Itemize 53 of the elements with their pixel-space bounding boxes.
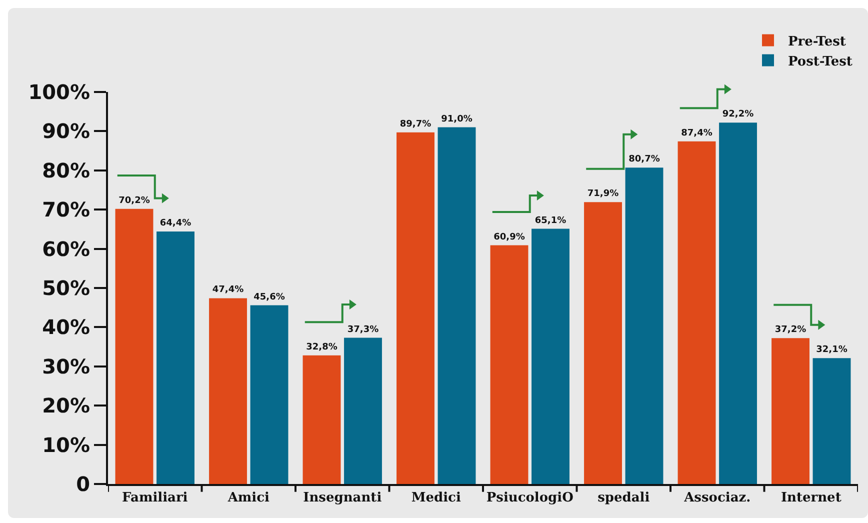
y-tick-label: 100% — [28, 80, 90, 104]
data-label: 47,4% — [212, 285, 244, 296]
bar — [812, 358, 851, 484]
legend-label: Post-Test — [788, 54, 852, 70]
bar — [115, 208, 154, 484]
bar — [250, 305, 288, 484]
y-tick-label: 10% — [42, 432, 90, 457]
x-tick-label: Associaz. — [683, 490, 751, 506]
data-label: 89,7% — [400, 119, 432, 130]
y-tick-label: 0 — [76, 472, 90, 496]
x-tick-label: Familiari — [122, 490, 188, 506]
bar — [438, 127, 476, 484]
bar — [156, 232, 194, 484]
y-tick-label: 20% — [42, 394, 90, 418]
data-label: 64,4% — [160, 218, 192, 229]
y-tick-label: 60% — [42, 236, 90, 261]
data-label: 37,2% — [774, 325, 806, 336]
data-label: 45,6% — [254, 292, 285, 302]
y-tick-label: 50% — [42, 276, 90, 300]
bar — [344, 338, 382, 484]
data-label: 91,0% — [441, 114, 472, 124]
bar — [719, 122, 757, 484]
data-label: 80,7% — [628, 154, 660, 165]
data-label: 71,9% — [587, 189, 619, 200]
data-label: 32,1% — [816, 345, 848, 356]
data-label: 32,8% — [306, 342, 338, 352]
data-label: 70,2% — [118, 196, 150, 206]
data-label: 60,9% — [494, 232, 525, 242]
data-label: 65,1% — [534, 216, 566, 226]
bar — [772, 338, 810, 484]
bar — [678, 141, 716, 484]
bar — [396, 132, 434, 484]
bar — [584, 202, 622, 484]
bar — [302, 355, 341, 484]
bar — [490, 245, 528, 484]
x-tick-label: spedali — [598, 490, 650, 506]
y-tick-label: 40% — [42, 315, 90, 340]
bar — [625, 168, 664, 484]
y-tick-label: 70% — [42, 198, 90, 222]
data-label: 92,2% — [722, 110, 754, 120]
x-tick-label: PsiucologiO — [486, 490, 574, 506]
x-tick-label: Amici — [226, 490, 270, 506]
x-tick-label: Internet — [780, 490, 842, 506]
bar — [209, 298, 247, 484]
y-tick-label: 80% — [42, 158, 90, 182]
y-tick-label: 30% — [42, 354, 90, 378]
y-tick-label: 90% — [42, 119, 90, 144]
x-tick-label: Insegnanti — [303, 490, 382, 506]
data-label: 87,4% — [681, 128, 712, 138]
data-label: 37,3% — [347, 324, 379, 335]
x-tick-label: Medici — [411, 490, 461, 506]
bar — [532, 228, 570, 484]
legend-label: Pre-Test — [788, 34, 846, 50]
